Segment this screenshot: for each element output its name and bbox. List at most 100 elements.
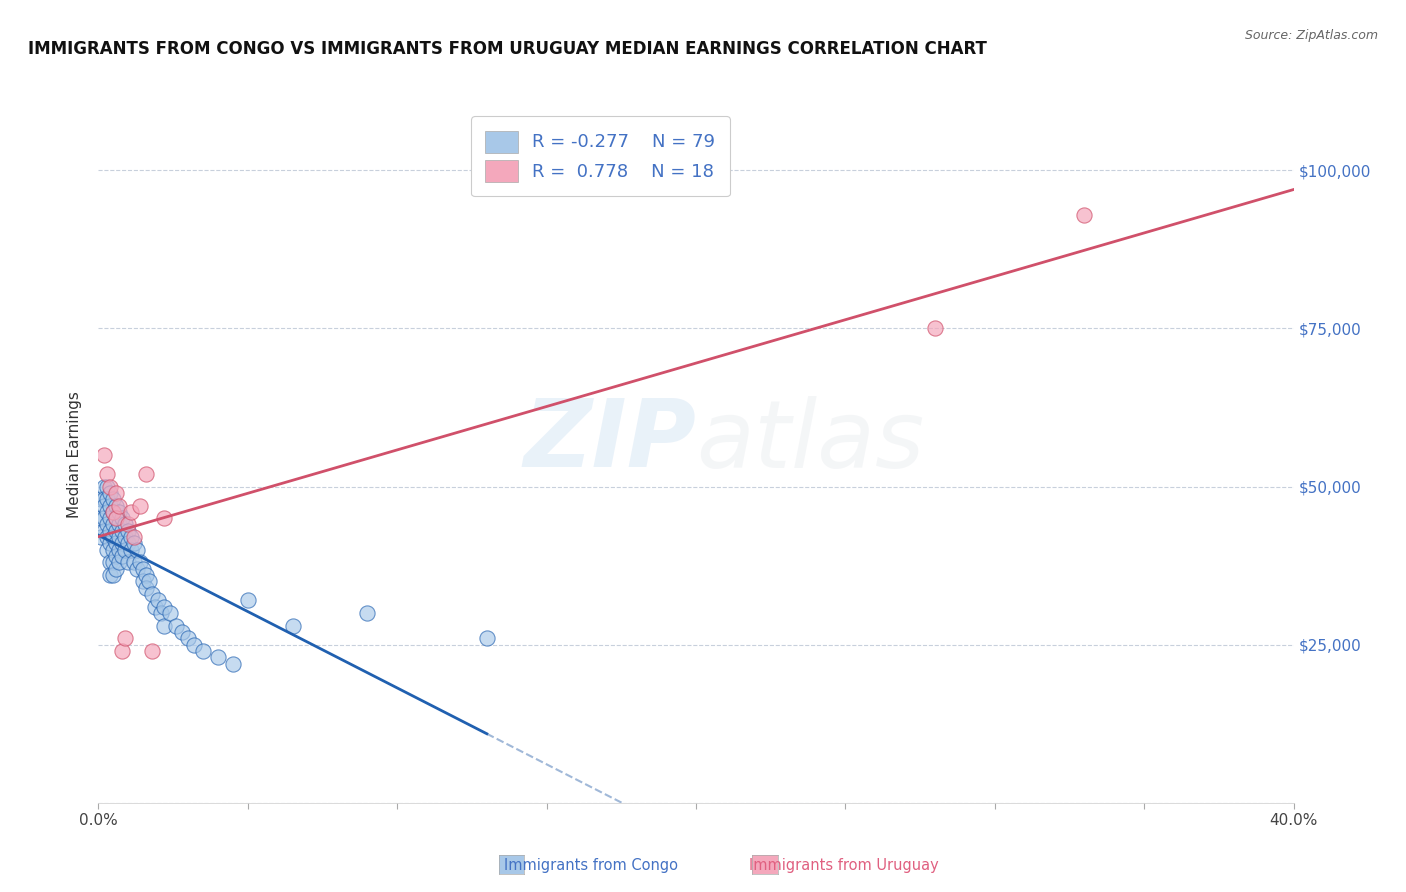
Point	[98, 499, 122, 513]
Point	[93, 479, 115, 493]
Text: IMMIGRANTS FROM CONGO VS IMMIGRANTS FROM URUGUAY MEDIAN EARNINGS CORRELATION CHA: IMMIGRANTS FROM CONGO VS IMMIGRANTS FROM…	[28, 40, 987, 58]
Point	[98, 511, 122, 525]
Point	[98, 479, 122, 493]
Point	[165, 618, 187, 632]
Point	[111, 511, 134, 525]
Point	[117, 536, 139, 550]
Point	[475, 632, 498, 646]
Point	[159, 606, 181, 620]
Point	[129, 556, 152, 570]
Point	[153, 599, 176, 614]
Point	[153, 511, 176, 525]
Point	[93, 524, 115, 538]
Point	[236, 593, 259, 607]
Point	[924, 321, 946, 335]
Legend: R = -0.277    N = 79, R =  0.778    N = 18: R = -0.277 N = 79, R = 0.778 N = 18	[471, 116, 730, 196]
Point	[108, 542, 131, 557]
Point	[103, 542, 125, 557]
Point	[143, 599, 166, 614]
Point	[150, 606, 173, 620]
Point	[90, 530, 112, 544]
Point	[141, 587, 163, 601]
Text: atlas: atlas	[696, 395, 924, 486]
Point	[191, 644, 214, 658]
Point	[111, 644, 134, 658]
Point	[105, 499, 128, 513]
Point	[96, 530, 118, 544]
Point	[172, 625, 194, 640]
Point	[117, 524, 139, 538]
Point	[103, 568, 125, 582]
Point	[138, 574, 160, 589]
Point	[90, 492, 112, 507]
Point	[114, 542, 136, 557]
Point	[111, 536, 134, 550]
Point	[135, 467, 157, 481]
Point	[90, 511, 112, 525]
Text: Immigrants from Uruguay: Immigrants from Uruguay	[749, 858, 938, 872]
Point	[117, 517, 139, 532]
Point	[1073, 208, 1095, 222]
Point	[114, 530, 136, 544]
Point	[135, 581, 157, 595]
Point	[96, 479, 118, 493]
Point	[93, 492, 115, 507]
Point	[108, 499, 131, 513]
Point	[98, 486, 122, 500]
Y-axis label: Median Earnings: Median Earnings	[67, 392, 83, 518]
Point	[105, 549, 128, 563]
Text: Source: ZipAtlas.com: Source: ZipAtlas.com	[1244, 29, 1378, 42]
Point	[127, 562, 149, 576]
Point	[148, 593, 170, 607]
Point	[124, 556, 146, 570]
Point	[108, 556, 131, 570]
Point	[117, 556, 139, 570]
Point	[93, 448, 115, 462]
Point	[222, 657, 245, 671]
Point	[153, 618, 176, 632]
Point	[356, 606, 378, 620]
Point	[183, 638, 205, 652]
Point	[96, 505, 118, 519]
Point	[103, 530, 125, 544]
Point	[124, 536, 146, 550]
Point	[108, 505, 131, 519]
Point	[124, 530, 146, 544]
Point	[177, 632, 200, 646]
Point	[105, 486, 128, 500]
Point	[103, 556, 125, 570]
Point	[127, 542, 149, 557]
Point	[120, 542, 142, 557]
Point	[103, 505, 125, 519]
Point	[111, 549, 134, 563]
Point	[132, 562, 155, 576]
Point	[281, 618, 304, 632]
Text: Immigrants from Congo: Immigrants from Congo	[503, 858, 678, 872]
Point	[108, 517, 131, 532]
Point	[96, 492, 118, 507]
Text: ZIP: ZIP	[523, 395, 696, 487]
Point	[207, 650, 229, 665]
Point	[96, 517, 118, 532]
Point	[98, 556, 122, 570]
Point	[96, 542, 118, 557]
Point	[93, 511, 115, 525]
Point	[96, 467, 118, 481]
Point	[120, 505, 142, 519]
Point	[114, 517, 136, 532]
Point	[105, 511, 128, 525]
Point	[129, 499, 152, 513]
Point	[135, 568, 157, 582]
Point	[141, 644, 163, 658]
Point	[105, 511, 128, 525]
Point	[105, 524, 128, 538]
Point	[114, 632, 136, 646]
Point	[120, 530, 142, 544]
Point	[105, 562, 128, 576]
Point	[98, 568, 122, 582]
Point	[103, 505, 125, 519]
Point	[98, 524, 122, 538]
Point	[132, 574, 155, 589]
Point	[111, 524, 134, 538]
Point	[103, 517, 125, 532]
